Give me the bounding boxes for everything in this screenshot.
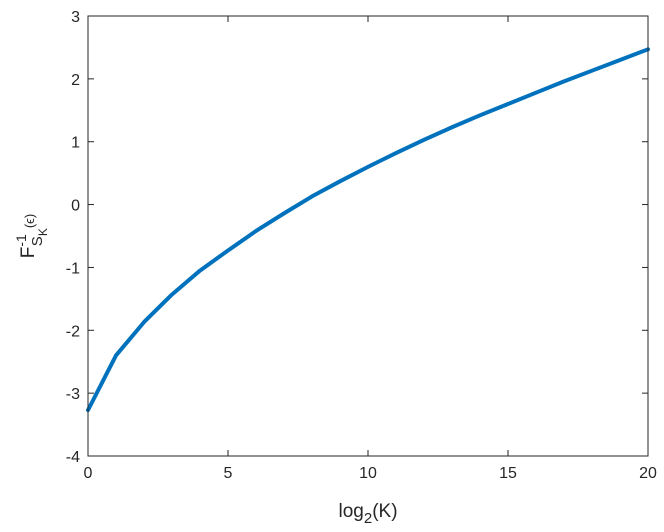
x-label-subscript: 2 [364, 510, 372, 527]
y-tick-label: -2 [66, 323, 80, 340]
x-tick-label: 0 [84, 465, 93, 482]
x-label-suffix: (K) [372, 501, 397, 522]
series-line [86, 47, 650, 413]
x-tick-label: 10 [359, 465, 377, 482]
y-tick-label: 3 [71, 9, 80, 26]
y-label-superscript: -1 [13, 234, 29, 247]
y-tick-label: -4 [66, 449, 80, 466]
x-tick-label: 15 [499, 465, 517, 482]
y-tick-label: 1 [71, 135, 80, 152]
y-label-subscript: S [29, 236, 46, 246]
tick-labels-group: 0 5 10 15 20 -4 -3 -2 -1 0 1 2 3 [66, 9, 657, 482]
y-tick-label: 2 [71, 72, 80, 89]
y-tick-label: -3 [66, 386, 80, 403]
y-label-base: F [18, 247, 39, 259]
x-axis-label: log2(K) [338, 501, 397, 527]
x-tick-label: 5 [224, 465, 233, 482]
x-label-prefix: log [338, 501, 363, 522]
axes-box [87, 15, 649, 457]
svg-text:F-1SK(ϵ): F-1SK(ϵ) [13, 214, 50, 259]
plot-area [88, 16, 648, 456]
y-label-sub-subscript: K [36, 228, 50, 236]
x-tick-label: 20 [639, 465, 657, 482]
y-axis-label: F-1SK(ϵ) [13, 214, 50, 259]
y-label-argument: (ϵ) [22, 214, 37, 228]
y-tick-label: -1 [66, 260, 80, 277]
y-tick-label: 0 [71, 198, 80, 215]
